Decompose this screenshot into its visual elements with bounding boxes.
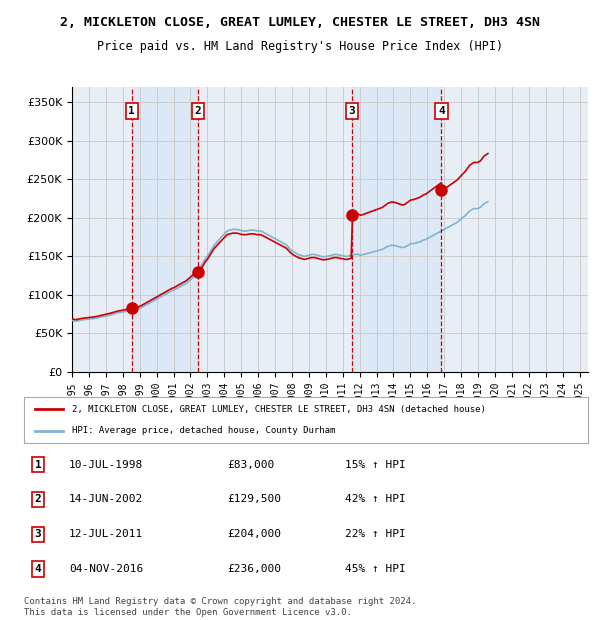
Text: £236,000: £236,000 — [227, 564, 281, 574]
Text: 1: 1 — [35, 459, 41, 469]
Text: 4: 4 — [35, 564, 41, 574]
Text: 3: 3 — [35, 529, 41, 539]
Text: 10-JUL-1998: 10-JUL-1998 — [69, 459, 143, 469]
Text: 42% ↑ HPI: 42% ↑ HPI — [346, 494, 406, 505]
Bar — [352, 87, 442, 372]
Text: 14-JUN-2002: 14-JUN-2002 — [69, 494, 143, 505]
Text: 2: 2 — [35, 494, 41, 505]
Text: 45% ↑ HPI: 45% ↑ HPI — [346, 564, 406, 574]
Text: 2: 2 — [194, 106, 202, 116]
Text: 2, MICKLETON CLOSE, GREAT LUMLEY, CHESTER LE STREET, DH3 4SN: 2, MICKLETON CLOSE, GREAT LUMLEY, CHESTE… — [60, 16, 540, 29]
Text: £129,500: £129,500 — [227, 494, 281, 505]
Text: 1: 1 — [128, 106, 135, 116]
Text: 04-NOV-2016: 04-NOV-2016 — [69, 564, 143, 574]
Text: £83,000: £83,000 — [227, 459, 274, 469]
Text: 2, MICKLETON CLOSE, GREAT LUMLEY, CHESTER LE STREET, DH3 4SN (detached house): 2, MICKLETON CLOSE, GREAT LUMLEY, CHESTE… — [72, 405, 486, 414]
Text: 22% ↑ HPI: 22% ↑ HPI — [346, 529, 406, 539]
Text: Price paid vs. HM Land Registry's House Price Index (HPI): Price paid vs. HM Land Registry's House … — [97, 40, 503, 53]
Text: 3: 3 — [348, 106, 355, 116]
Text: 4: 4 — [438, 106, 445, 116]
Text: £204,000: £204,000 — [227, 529, 281, 539]
Text: 15% ↑ HPI: 15% ↑ HPI — [346, 459, 406, 469]
Text: Contains HM Land Registry data © Crown copyright and database right 2024.
This d: Contains HM Land Registry data © Crown c… — [24, 598, 416, 617]
Text: HPI: Average price, detached house, County Durham: HPI: Average price, detached house, Coun… — [72, 426, 335, 435]
Text: 12-JUL-2011: 12-JUL-2011 — [69, 529, 143, 539]
Bar — [132, 87, 198, 372]
